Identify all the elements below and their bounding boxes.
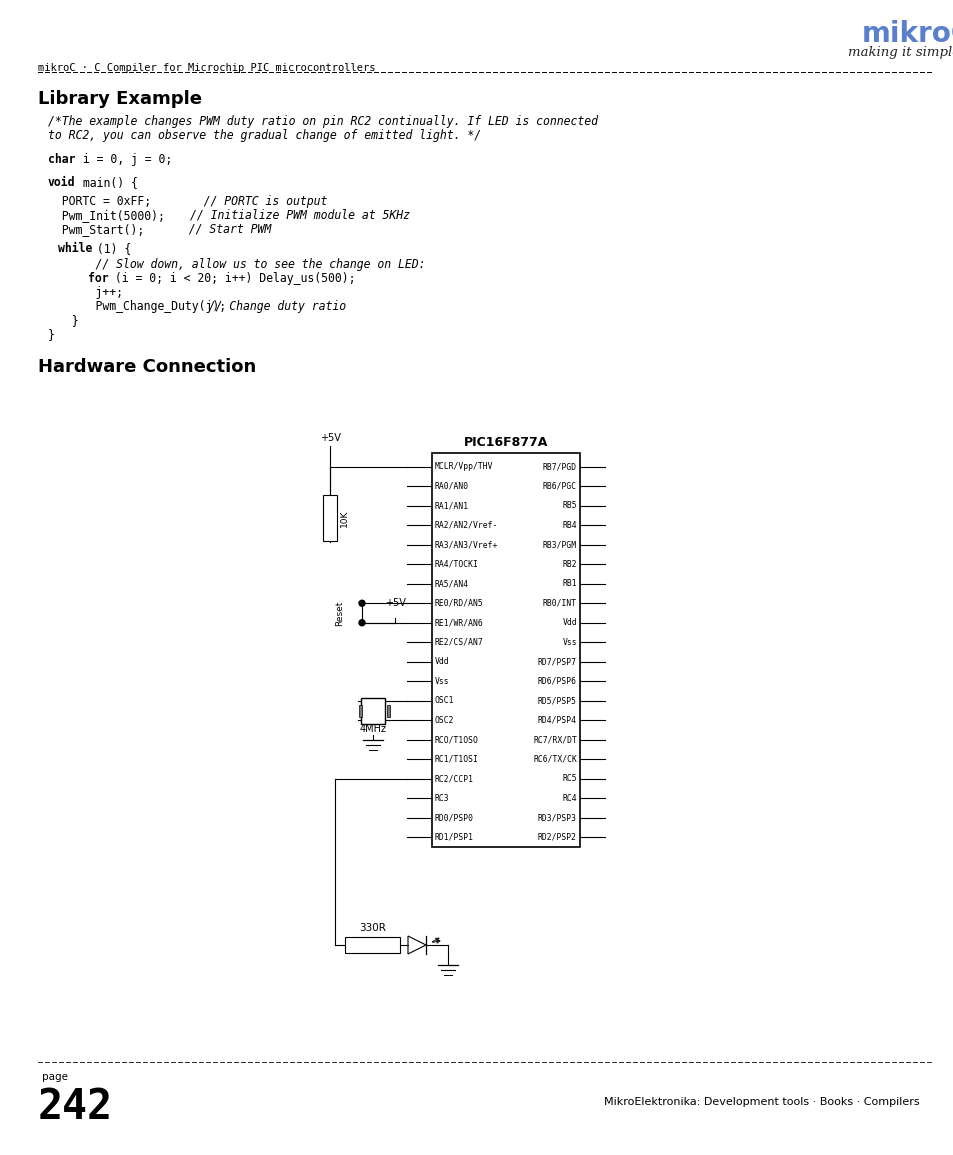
Text: +5V: +5V: [319, 433, 340, 444]
Text: RC7/RX/DT: RC7/RX/DT: [533, 736, 577, 744]
Text: MCLR/Vpp/THV: MCLR/Vpp/THV: [435, 462, 493, 471]
Text: RC3: RC3: [435, 793, 449, 803]
Text: }: }: [58, 314, 78, 327]
Text: (1) {: (1) {: [90, 243, 132, 255]
Text: j++;: j++;: [68, 286, 123, 299]
Text: /*The example changes PWM duty ratio on pin RC2 continually. If LED is connected: /*The example changes PWM duty ratio on …: [48, 116, 598, 128]
Text: Pwm_Change_Duty(j);: Pwm_Change_Duty(j);: [68, 300, 226, 313]
Text: 4MHz: 4MHz: [359, 724, 386, 735]
Text: Pwm_Init(5000);: Pwm_Init(5000);: [48, 209, 165, 222]
Text: RE1/WR/AN6: RE1/WR/AN6: [435, 618, 483, 627]
Text: void: void: [48, 176, 75, 189]
Text: OSC1: OSC1: [435, 696, 454, 706]
Text: RD2/PSP2: RD2/PSP2: [537, 833, 577, 842]
Bar: [345, 937, 399, 953]
Bar: [387, 705, 390, 716]
Text: RA2/AN2/Vref-: RA2/AN2/Vref-: [435, 521, 497, 530]
Bar: [323, 495, 336, 541]
Text: // Initialize PWM module at 5KHz: // Initialize PWM module at 5KHz: [135, 209, 410, 222]
Text: char: char: [48, 152, 75, 166]
Text: (i = 0; i < 20; i++) Delay_us(500);: (i = 0; i < 20; i++) Delay_us(500);: [108, 271, 355, 285]
Text: RB6/PGC: RB6/PGC: [542, 482, 577, 491]
Text: i = 0, j = 0;: i = 0, j = 0;: [76, 152, 172, 166]
Text: // Slow down, allow us to see the change on LED:: // Slow down, allow us to see the change…: [68, 258, 425, 271]
Text: Pwm_Start();: Pwm_Start();: [48, 223, 144, 236]
Text: while: while: [58, 243, 92, 255]
Text: RD0/PSP0: RD0/PSP0: [435, 813, 474, 822]
Text: RE0/RD/AN5: RE0/RD/AN5: [435, 598, 483, 608]
Text: RB5: RB5: [561, 501, 577, 511]
Text: to RC2, you can observe the gradual change of emitted light. */: to RC2, you can observe the gradual chan…: [48, 129, 480, 142]
Text: making it simple...: making it simple...: [847, 46, 953, 59]
Text: }: }: [48, 328, 55, 341]
Text: 242: 242: [38, 1086, 112, 1128]
Text: RA4/TOCKI: RA4/TOCKI: [435, 560, 478, 568]
Text: 330R: 330R: [358, 923, 386, 933]
Text: mikroC: mikroC: [862, 20, 953, 49]
Text: PORTC = 0xFF;: PORTC = 0xFF;: [48, 195, 151, 208]
Text: RB2: RB2: [561, 560, 577, 568]
Text: RA3/AN3/Vref+: RA3/AN3/Vref+: [435, 541, 497, 550]
Text: RB3/PGM: RB3/PGM: [542, 541, 577, 550]
Text: Vdd: Vdd: [561, 618, 577, 627]
Bar: [432, 453, 579, 847]
Text: RD1/PSP1: RD1/PSP1: [435, 833, 474, 842]
Text: RE2/CS/AN7: RE2/CS/AN7: [435, 638, 483, 647]
Text: RC6/TX/CK: RC6/TX/CK: [533, 754, 577, 763]
Text: +5V: +5V: [384, 598, 405, 608]
Text: for: for: [88, 271, 109, 285]
Text: RC1/T1OSI: RC1/T1OSI: [435, 754, 478, 763]
Text: RC4: RC4: [561, 793, 577, 803]
Text: Library Example: Library Example: [38, 90, 202, 109]
Text: RB0/INT: RB0/INT: [542, 598, 577, 608]
Text: 10K: 10K: [339, 509, 349, 527]
Text: RA1/AN1: RA1/AN1: [435, 501, 469, 511]
Text: RD7/PSP7: RD7/PSP7: [537, 657, 577, 666]
Text: Vss: Vss: [435, 677, 449, 686]
Text: Reset: Reset: [335, 601, 344, 626]
Text: RD5/PSP5: RD5/PSP5: [537, 696, 577, 706]
Text: PIC16F877A: PIC16F877A: [463, 435, 548, 449]
Text: RCO/T1OSO: RCO/T1OSO: [435, 736, 478, 744]
Bar: [358, 705, 361, 716]
Text: RD4/PSP4: RD4/PSP4: [537, 716, 577, 724]
Text: page: page: [42, 1072, 68, 1082]
Circle shape: [358, 601, 365, 606]
Text: Vdd: Vdd: [435, 657, 449, 666]
Text: // Change duty ratio: // Change duty ratio: [188, 300, 346, 313]
Text: RA0/AN0: RA0/AN0: [435, 482, 469, 491]
Text: RB4: RB4: [561, 521, 577, 530]
Text: Vss: Vss: [561, 638, 577, 647]
Text: RB1: RB1: [561, 580, 577, 588]
Text: main() {: main() {: [76, 176, 138, 189]
Circle shape: [358, 620, 365, 626]
Text: OSC2: OSC2: [435, 716, 454, 724]
Text: RA5/AN4: RA5/AN4: [435, 580, 469, 588]
Text: RD6/PSP6: RD6/PSP6: [537, 677, 577, 686]
Text: RB7/PGD: RB7/PGD: [542, 462, 577, 471]
Bar: [360, 698, 385, 723]
Text: RC5: RC5: [561, 774, 577, 783]
Text: // Start PWM: // Start PWM: [120, 223, 271, 236]
Text: RD3/PSP3: RD3/PSP3: [537, 813, 577, 822]
Text: RC2/CCP1: RC2/CCP1: [435, 774, 474, 783]
Text: mikroC · C Compiler for Microchip PIC microcontrollers: mikroC · C Compiler for Microchip PIC mi…: [38, 64, 375, 73]
Text: MikroElektronika: Development tools · Books · Compilers: MikroElektronika: Development tools · Bo…: [604, 1097, 919, 1106]
Text: Hardware Connection: Hardware Connection: [38, 358, 256, 377]
Text: // PORTC is output: // PORTC is output: [128, 195, 327, 208]
